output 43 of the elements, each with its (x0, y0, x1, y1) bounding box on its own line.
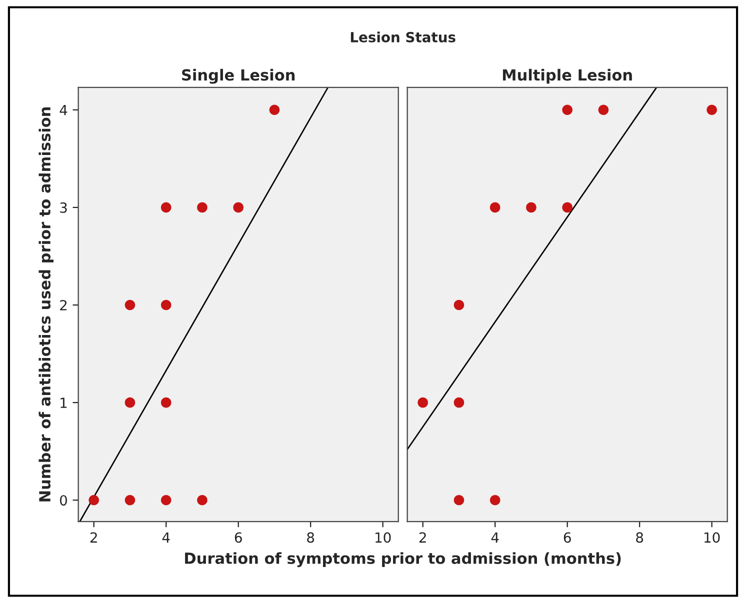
point (706, 104, 717, 116)
x-tick-label: 4 (491, 532, 499, 543)
y-tick-label: 4 (60, 105, 68, 116)
point (598, 104, 609, 116)
x-tick-label: 10 (704, 532, 720, 543)
point (490, 202, 500, 213)
y-tick-label: 0 (60, 495, 67, 506)
point (197, 494, 208, 506)
point (233, 202, 244, 213)
point (418, 397, 428, 408)
x-tick-label: 4 (162, 532, 170, 543)
x-axis-title: Duration of symptoms prior to admission (months) (185, 552, 621, 568)
x-tick-label: 2 (419, 532, 426, 543)
point (526, 202, 536, 213)
x-tick-label: 10 (376, 532, 391, 543)
point (160, 494, 172, 506)
y-tick-label: 3 (60, 202, 67, 213)
point (454, 397, 464, 408)
x-tick-label: 6 (234, 532, 242, 543)
y-tick-label: 1 (60, 398, 67, 408)
y-tick-label: 2 (60, 300, 67, 310)
point (124, 494, 136, 506)
point (562, 202, 572, 213)
point (124, 397, 136, 408)
point (160, 397, 172, 408)
point (197, 202, 208, 213)
point (160, 202, 172, 213)
point (490, 494, 500, 506)
y-axis-title: Number of antibiotics used prior to admission (38, 107, 54, 502)
point (88, 494, 100, 506)
point (454, 494, 464, 506)
x-tick-label: 8 (636, 532, 644, 543)
x-tick-label: 8 (307, 532, 314, 543)
point (269, 104, 280, 116)
chart-title: Single Lesion (182, 68, 295, 84)
x-tick-label: 6 (564, 532, 571, 543)
point (124, 300, 136, 310)
x-tick-label: 2 (90, 532, 97, 543)
chart-title: Multiple Lesion (502, 68, 632, 84)
text: Lesion Status (350, 32, 456, 42)
point (454, 300, 464, 310)
point (160, 300, 172, 310)
point (562, 104, 572, 116)
